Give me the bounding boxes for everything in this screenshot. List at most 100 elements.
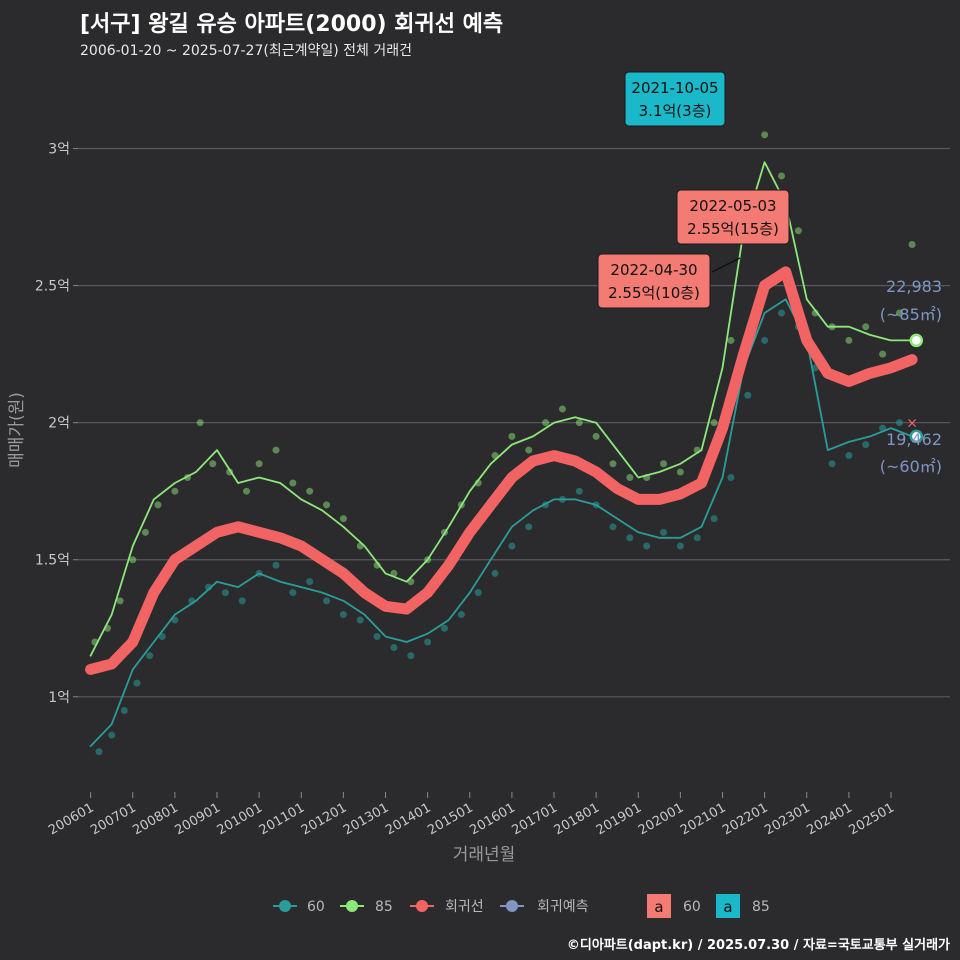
scatter-point-85 (323, 501, 331, 509)
scatter-point-85 (626, 473, 634, 481)
scatter-point-85 (609, 460, 617, 468)
scatter-point-85 (727, 336, 735, 344)
end-label-60-value: 19,462 (886, 430, 942, 449)
scatter-point-85 (141, 528, 149, 536)
scatter-point-60 (146, 652, 154, 660)
annotation-1004-value: 2.55억(10층) (608, 284, 700, 302)
x-tick-label: 201101 (257, 800, 307, 838)
x-tick-label: 201201 (299, 800, 349, 838)
annotation-1503-value: 2.55억(15층) (687, 220, 779, 238)
scatter-point-60 (221, 589, 229, 597)
chart-subtitle: 2006-01-20 ~ 2025-07-27(최근계약일) 전체 거래건 (80, 43, 412, 59)
y-tick-label: 1억 (48, 690, 70, 706)
chart-title: [서구] 왕길 유승 아파트(2000) 회귀선 예측 (80, 12, 504, 37)
legend-key-85-dot (346, 900, 358, 912)
end-marker-60 (909, 429, 924, 444)
scatter-point-85 (895, 309, 903, 317)
scatter-point-60 (323, 597, 331, 605)
series-line-regression (85, 266, 918, 675)
scatter-point-85 (592, 432, 600, 440)
end-label-85-value: 22,983 (886, 277, 942, 296)
legend-key-forecast-dot (506, 900, 518, 912)
scatter-point-60 (508, 542, 516, 550)
scatter-point-60 (95, 748, 103, 756)
legend-box-swatch (716, 894, 740, 918)
scatter-point-85 (908, 240, 916, 248)
x-tick-label: 200601 (46, 800, 96, 838)
scatter-point-85 (209, 460, 217, 468)
y-tick-label: 3억 (48, 142, 70, 158)
forecast-marker: × (906, 416, 918, 432)
x-tick-label: 201701 (510, 800, 560, 838)
legend-box-label: 60 (683, 899, 701, 915)
scatter-point-60 (693, 534, 701, 542)
chart-caption: ©디아파트(dapt.kr) / 2025.07.30 / 자료=국토교통부 실… (566, 938, 950, 953)
end-label-60-area: (~60㎡) (880, 457, 942, 476)
legend-box-glyph: a (723, 898, 732, 916)
scatter-point-60 (828, 460, 836, 468)
y-tick-label: 2.5억 (35, 279, 70, 295)
x-tick-label: 201801 (552, 800, 602, 838)
scatter-point-60 (289, 589, 297, 597)
legend-label: 60 (307, 899, 325, 915)
scatter-point-85 (575, 419, 583, 427)
scatter-point-60 (356, 616, 364, 624)
scatter-point-85 (272, 446, 280, 454)
scatter-point-85 (542, 419, 550, 427)
legend-key-regression-dot (416, 900, 428, 912)
annotation-leader (711, 257, 741, 273)
scatter-point-60 (761, 336, 769, 344)
scatter-point-85 (761, 131, 769, 139)
scatter-point-60 (525, 523, 533, 531)
scatter-point-60 (660, 528, 668, 536)
scatter-point-85 (339, 515, 347, 523)
scatter-point-85 (289, 479, 297, 487)
x-tick-label: 200901 (173, 800, 223, 838)
scatter-point-60 (895, 419, 903, 427)
scatter-point-85 (676, 468, 684, 476)
scatter-point-60 (744, 391, 752, 399)
x-tick-label: 201501 (425, 800, 475, 838)
series-line-60 (89, 298, 913, 747)
annotation-1503-date: 2022-05-03 (689, 197, 776, 215)
scatter-point-60 (626, 534, 634, 542)
scatter-point-85 (525, 446, 533, 454)
legend-label: 85 (375, 899, 393, 915)
scatter-point-60 (491, 569, 499, 577)
series-line-85 (89, 161, 913, 657)
annotation-1004-date: 2022-04-30 (610, 261, 697, 279)
scatter-point-60 (474, 589, 482, 597)
x-tick-label: 202501 (847, 800, 897, 838)
x-tick-label: 202401 (804, 800, 854, 838)
scatter-point-85 (243, 487, 251, 495)
x-tick-label: 201301 (341, 800, 391, 838)
legend-label: 회귀선 (445, 899, 484, 915)
scatter-point-85 (154, 501, 162, 509)
scatter-point-60 (306, 578, 314, 586)
scatter-point-60 (133, 679, 141, 687)
scatter-point-85 (777, 172, 785, 180)
scatter-point-85 (508, 432, 516, 440)
scatter-point-60 (108, 731, 116, 739)
annotation-1004-box (597, 253, 711, 309)
scatter-point-60 (609, 523, 617, 531)
x-tick-label: 201001 (215, 800, 265, 838)
scatter-point-60 (238, 597, 246, 605)
x-tick-label: 200701 (88, 800, 138, 838)
scatter-point-60 (390, 643, 398, 651)
scatter-point-85 (879, 350, 887, 358)
scatter-point-60 (120, 707, 128, 715)
legend-box-swatch (647, 894, 671, 918)
x-tick-label: 202101 (678, 800, 728, 838)
y-tick-label: 2억 (48, 416, 70, 432)
scatter-point-85 (196, 419, 204, 427)
scatter-point-85 (171, 487, 179, 495)
scatter-point-60 (407, 652, 415, 660)
legend-box-glyph: a (654, 898, 663, 916)
y-axis-title: 매매가(원) (7, 392, 27, 468)
x-tick-label: 200801 (130, 800, 180, 838)
legend-key-60-dot (279, 900, 291, 912)
scatter-point-60 (424, 638, 432, 646)
annotation-1503-box (676, 189, 790, 245)
